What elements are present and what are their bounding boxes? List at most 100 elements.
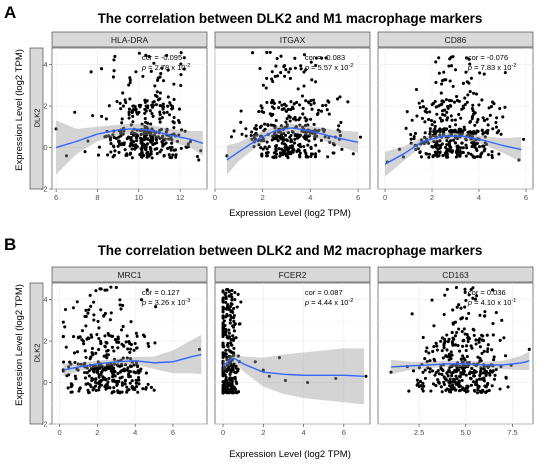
data-point — [100, 67, 104, 71]
data-point — [260, 109, 264, 114]
annotation-cor: cor = -0.095 — [142, 53, 182, 62]
data-point — [229, 370, 233, 374]
data-point — [474, 338, 478, 342]
data-point — [179, 73, 183, 77]
scatter-points — [61, 285, 201, 395]
data-point — [109, 311, 113, 315]
data-point — [145, 142, 150, 146]
x-tick-label: 7.5 — [507, 428, 517, 437]
data-point — [291, 130, 295, 134]
data-point — [225, 288, 229, 292]
data-point — [494, 310, 498, 315]
data-point — [439, 339, 443, 343]
data-point — [96, 319, 100, 323]
data-point — [397, 147, 402, 151]
data-point — [425, 346, 429, 350]
data-point — [221, 310, 225, 314]
data-point — [423, 357, 427, 361]
data-point — [309, 152, 313, 156]
data-point — [440, 119, 444, 123]
data-point — [261, 368, 265, 372]
data-point — [98, 382, 102, 386]
data-point — [228, 318, 232, 322]
data-point — [437, 372, 441, 376]
data-point — [103, 345, 107, 349]
data-point — [153, 84, 157, 88]
data-point — [223, 352, 227, 356]
data-point — [150, 103, 154, 107]
data-point — [448, 124, 452, 129]
data-point — [459, 357, 463, 361]
data-point — [133, 147, 137, 151]
data-point — [104, 117, 108, 121]
data-point — [464, 348, 468, 353]
data-point — [431, 382, 436, 386]
data-point — [309, 60, 313, 64]
data-point — [115, 99, 119, 103]
data-point — [231, 334, 235, 338]
data-point — [158, 113, 162, 117]
data-point — [439, 385, 443, 389]
data-point — [453, 320, 458, 324]
data-point — [265, 140, 269, 144]
data-point — [227, 328, 231, 332]
data-point — [450, 118, 454, 122]
data-point — [480, 98, 484, 102]
data-point — [461, 354, 465, 358]
data-point — [232, 316, 236, 320]
data-point — [327, 100, 331, 104]
data-point — [62, 360, 66, 364]
data-point — [459, 306, 463, 310]
y-tick-label: -2 — [41, 420, 48, 429]
data-point — [135, 363, 139, 367]
data-point — [427, 155, 431, 159]
data-point — [83, 376, 88, 380]
data-point — [314, 63, 318, 67]
panel-letter-a: A — [4, 3, 16, 22]
data-point — [157, 135, 161, 139]
data-point — [309, 99, 313, 103]
data-point — [94, 377, 98, 381]
data-point — [108, 386, 112, 390]
data-point — [69, 382, 73, 386]
data-point — [475, 294, 479, 298]
data-point — [465, 316, 469, 321]
data-point — [464, 143, 468, 147]
data-point — [472, 328, 476, 332]
data-point — [432, 139, 436, 144]
data-point — [500, 318, 504, 322]
data-point — [288, 119, 292, 123]
data-point — [233, 377, 237, 381]
fit-band-group — [226, 123, 359, 175]
data-point — [438, 139, 442, 143]
data-point — [425, 360, 429, 364]
x-tick-label: 2 — [261, 193, 265, 202]
data-point — [451, 341, 455, 345]
data-point — [269, 123, 273, 127]
data-point — [115, 340, 119, 344]
data-point — [448, 144, 452, 148]
data-point — [288, 135, 292, 139]
data-point — [221, 328, 225, 332]
data-point — [412, 134, 416, 139]
data-point — [445, 287, 449, 291]
data-point — [279, 71, 283, 75]
data-point — [304, 68, 308, 72]
data-point — [473, 297, 478, 301]
data-point — [221, 300, 225, 304]
data-point — [131, 132, 135, 136]
data-point — [433, 373, 437, 377]
data-point — [166, 104, 170, 108]
data-point — [226, 303, 230, 307]
data-point — [289, 100, 293, 104]
data-point — [134, 331, 138, 335]
data-point — [188, 140, 192, 144]
data-point — [325, 108, 329, 112]
data-point — [112, 373, 116, 377]
data-point — [121, 104, 126, 108]
data-point — [97, 336, 101, 341]
data-point — [484, 373, 488, 377]
data-point — [127, 83, 131, 87]
data-point — [154, 103, 159, 107]
